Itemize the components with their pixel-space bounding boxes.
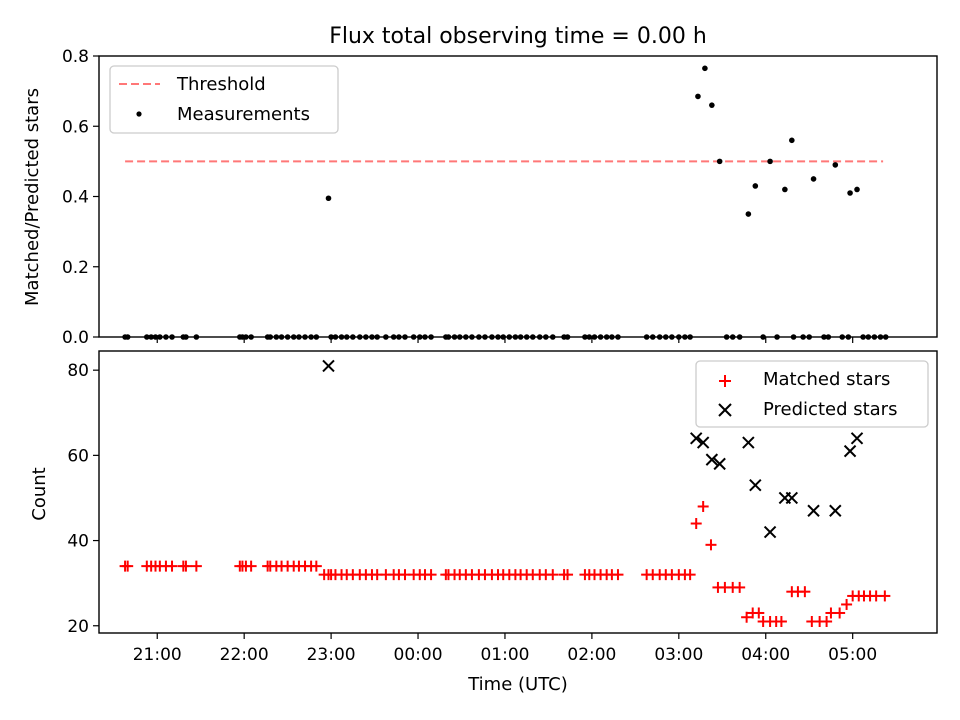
bottom-plot-area — [119, 359, 891, 627]
x-tick-label: 04:00 — [741, 645, 790, 665]
x-tick-label: 22:00 — [220, 645, 269, 665]
measurement-point — [847, 190, 853, 196]
matched-point — [180, 560, 192, 572]
top-x-axis — [156, 337, 854, 343]
bottom-x-axis: 21:00 22:00 23:00 00:00 01:00 02:00 03:00 04:00… — [133, 633, 877, 665]
matched-point — [841, 598, 853, 610]
x-tick-label: 03:00 — [654, 645, 703, 665]
bottom-legend-box — [695, 360, 929, 428]
predicted-point — [713, 457, 726, 471]
matched-point — [425, 569, 437, 581]
predicted-point — [742, 436, 755, 449]
top-ylabel: Matched/Predicted stars — [22, 88, 43, 306]
measurement-point — [854, 186, 860, 193]
measurement-point — [702, 65, 708, 72]
y-tick-label: 60 — [67, 446, 89, 466]
y-tick-label: 0.4 — [62, 188, 89, 208]
predicted-legend-label: Predicted stars — [763, 399, 897, 420]
predicted-point — [763, 525, 777, 539]
predicted-point — [785, 491, 799, 505]
y-tick-label: 80 — [67, 361, 89, 381]
matched-legend-label: Matched stars — [763, 369, 890, 390]
measurement-point — [745, 211, 752, 217]
matched-point — [753, 607, 765, 619]
matched-point — [834, 607, 846, 619]
matched-point — [741, 611, 753, 623]
predicted-point — [696, 436, 710, 449]
matched-point — [562, 569, 574, 581]
predicted-point — [843, 444, 857, 458]
measurement-point — [789, 137, 795, 144]
x-tick-label: 00:00 — [394, 645, 443, 665]
matched-point — [310, 560, 322, 572]
predicted-point — [322, 359, 335, 373]
predicted-point — [689, 432, 703, 445]
bottom-ylabel: Count — [29, 467, 50, 520]
matched-point — [612, 569, 624, 581]
top-legend: Threshold Measurements — [109, 65, 339, 134]
x-tick-label: 05:00 — [828, 645, 877, 665]
predicted-point — [705, 453, 719, 466]
y-tick-label: 20 — [67, 617, 89, 637]
measurement-point — [695, 93, 701, 100]
matched-point — [690, 518, 702, 530]
predicted-point — [807, 504, 820, 517]
measurement-point — [752, 183, 759, 189]
matched-legend-swatch — [719, 375, 731, 387]
y-tick-label: 0.6 — [62, 117, 89, 137]
measurement-point — [767, 158, 773, 165]
top-axes-frame — [98, 55, 938, 338]
matched-point — [821, 615, 833, 627]
threshold-legend-label: Threshold — [176, 74, 266, 95]
matched-point — [684, 569, 696, 581]
predicted-point — [829, 504, 842, 517]
matched-point — [879, 590, 891, 602]
measurements-legend-label: Measurements — [177, 104, 310, 125]
matched-point — [245, 560, 257, 572]
measurement-point — [782, 186, 788, 193]
measurement-point — [325, 195, 332, 202]
bottom-axes-frame — [98, 350, 938, 634]
x-tick-label: 02:00 — [567, 645, 616, 665]
matched-point — [697, 500, 709, 512]
x-tick-label: 23:00 — [307, 645, 356, 665]
bottom-legend: Matched stars Predicted stars — [695, 360, 929, 428]
y-tick-label: 0.2 — [62, 258, 89, 278]
matched-point — [190, 560, 202, 572]
matched-point — [705, 539, 717, 551]
measurement-point — [810, 176, 817, 182]
y-tick-label: 0.0 — [62, 328, 89, 348]
y-tick-label: 0.8 — [62, 47, 89, 67]
top-title: Flux total observing time = 0.00 h — [329, 24, 707, 49]
top-y-axis: 0.0 0.2 0.4 0.6 0.8 — [62, 47, 99, 348]
matched-point — [775, 615, 787, 627]
matched-point — [547, 569, 559, 581]
y-tick-label: 40 — [67, 532, 89, 552]
top-legend-box — [109, 65, 339, 134]
matched-point — [166, 560, 178, 572]
matched-point — [799, 586, 811, 598]
matched-point — [122, 560, 134, 572]
measurements-legend-swatch — [136, 111, 142, 117]
predicted-point — [749, 478, 762, 492]
predicted-legend-swatch — [718, 403, 732, 417]
x-tick-label: 01:00 — [480, 645, 529, 665]
measurement-point — [716, 158, 723, 165]
bottom-xlabel: Time (UTC) — [467, 674, 568, 695]
measurement-point — [832, 162, 839, 168]
bottom-y-axis: 20 40 60 80 — [67, 361, 99, 637]
x-tick-label: 21:00 — [133, 645, 182, 665]
matched-point — [734, 581, 746, 593]
measurement-point — [709, 102, 715, 108]
predicted-point — [850, 432, 864, 445]
